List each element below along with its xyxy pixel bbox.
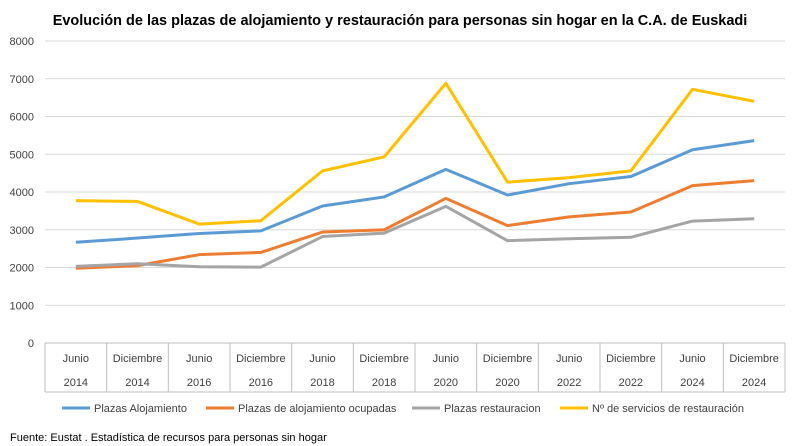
- legend-label: Plazas Alojamiento: [94, 403, 187, 415]
- x-tick-label: 2022: [557, 377, 581, 389]
- y-tick-label: 4000: [10, 187, 34, 199]
- y-tick-label: 0: [28, 338, 34, 350]
- legend-label: Plazas de alojamiento ocupadas: [238, 403, 397, 415]
- x-tick-label: Junio: [63, 353, 89, 365]
- y-tick-label: 2000: [10, 263, 34, 275]
- x-tick-label: 2020: [434, 377, 458, 389]
- y-tick-label: 3000: [10, 225, 34, 237]
- x-tick-label: 2020: [495, 377, 519, 389]
- legend-label: Nº de servicios de restauración: [592, 403, 744, 415]
- x-tick-label: 2024: [742, 377, 766, 389]
- y-tick-label: 5000: [10, 149, 34, 161]
- x-tick-label: Diciembre: [606, 353, 656, 365]
- y-tick-label: 6000: [10, 112, 34, 124]
- x-tick-label: 2016: [187, 377, 211, 389]
- x-tick-label: Junio: [556, 353, 582, 365]
- y-tick-label: 1000: [10, 300, 34, 312]
- y-tick-label: 8000: [10, 36, 34, 48]
- x-tick-label: 2022: [619, 377, 643, 389]
- series-line-3: [75, 81, 755, 226]
- chart-title: Evolución de las plazas de alojamiento y…: [53, 13, 748, 29]
- x-tick-label: 2018: [310, 377, 334, 389]
- x-tick-label: 2014: [64, 377, 88, 389]
- y-tick-label: 7000: [10, 74, 34, 86]
- x-tick-label: Junio: [433, 353, 459, 365]
- source-note: Fuente: Eustat . Estadística de recursos…: [10, 432, 327, 444]
- x-tick-label: 2018: [372, 377, 396, 389]
- series-line-2: [75, 204, 755, 269]
- x-tick-label: Diciembre: [483, 353, 533, 365]
- series-line-1: [75, 179, 755, 270]
- x-tick-label: 2024: [680, 377, 704, 389]
- x-tick-label: Diciembre: [729, 353, 779, 365]
- x-tick-label: Junio: [679, 353, 705, 365]
- legend-label: Plazas restauracion: [444, 403, 541, 415]
- x-tick-label: 2014: [125, 377, 149, 389]
- x-tick-label: Junio: [309, 353, 335, 365]
- x-tick-label: Diciembre: [113, 353, 163, 365]
- x-tick-label: Diciembre: [359, 353, 409, 365]
- x-tick-label: Junio: [186, 353, 212, 365]
- x-tick-label: Diciembre: [236, 353, 286, 365]
- x-tick-label: 2016: [249, 377, 273, 389]
- series-line-0: [75, 139, 755, 244]
